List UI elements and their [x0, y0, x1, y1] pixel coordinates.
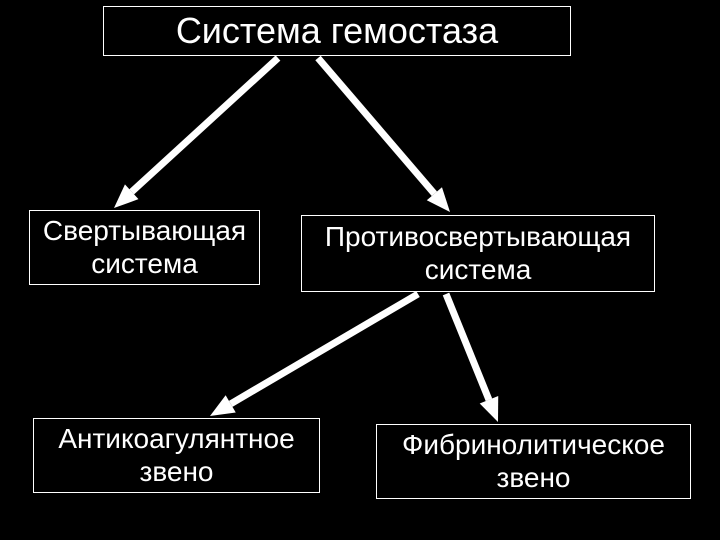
- node-coag-label: Свертывающаясистема: [43, 215, 246, 279]
- node-root: Система гемостаза: [103, 6, 571, 56]
- node-root-label: Система гемостаза: [176, 10, 498, 51]
- node-anticoag-link: Антикоагулянтноезвено: [33, 418, 320, 493]
- node-anticoag-label: Противосвертывающаясистема: [325, 221, 631, 285]
- node-anticoag-link-label: Антикоагулянтноезвено: [58, 423, 294, 487]
- node-anticoag: Противосвертывающаясистема: [301, 215, 655, 292]
- node-fibrinolytic-label: Фибринолитическоезвено: [402, 429, 665, 493]
- node-coag: Свертывающаясистема: [29, 210, 260, 285]
- node-fibrinolytic: Фибринолитическоезвено: [376, 424, 691, 499]
